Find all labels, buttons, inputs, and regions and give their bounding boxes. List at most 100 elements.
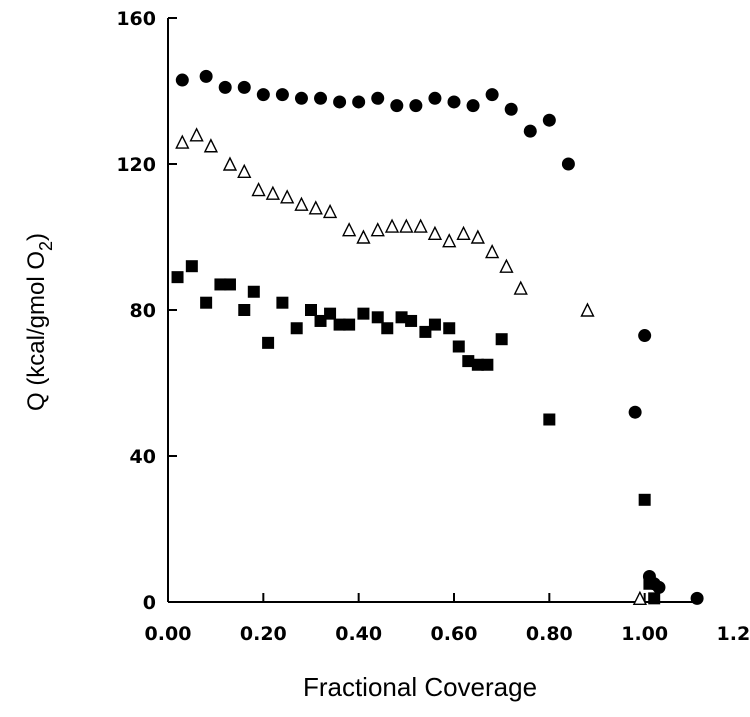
data-point-square bbox=[305, 304, 317, 316]
data-point-triangle bbox=[203, 138, 219, 153]
data-point-triangle bbox=[342, 222, 357, 237]
data-point-triangle bbox=[399, 218, 414, 233]
data-point-square bbox=[200, 296, 213, 309]
data-point-circle bbox=[371, 91, 385, 105]
data-point-circle bbox=[561, 157, 575, 171]
data-point-triangle bbox=[580, 302, 595, 317]
data-point-circle bbox=[237, 80, 251, 94]
data-point-square bbox=[395, 311, 408, 324]
data-point-square bbox=[543, 413, 556, 426]
x-tick-label: 1.20 bbox=[717, 623, 750, 645]
data-point-triangle bbox=[265, 185, 280, 200]
data-point-triangle bbox=[370, 222, 385, 237]
y-tick-label: 160 bbox=[116, 8, 156, 30]
y-tick-label: 120 bbox=[116, 154, 156, 176]
data-point-circle bbox=[175, 73, 189, 87]
data-point-circle bbox=[256, 88, 270, 102]
data-point-square bbox=[185, 260, 198, 273]
data-point-circle bbox=[275, 88, 289, 102]
data-point-square bbox=[648, 592, 661, 605]
data-point-square bbox=[419, 325, 432, 338]
data-point-triangle bbox=[442, 233, 457, 248]
data-point-circle bbox=[638, 329, 652, 343]
data-point-circle bbox=[428, 91, 442, 105]
data-point-square bbox=[333, 318, 346, 331]
data-point-circle bbox=[466, 99, 480, 113]
data-point-triangle bbox=[632, 590, 648, 606]
data-point-circle bbox=[485, 88, 499, 102]
data-point-triangle bbox=[499, 258, 514, 273]
data-point-square bbox=[214, 278, 227, 291]
data-point-circle bbox=[523, 124, 537, 138]
data-point-triangle bbox=[470, 229, 485, 244]
data-point-square bbox=[247, 285, 260, 298]
x-tick-label: 0.00 bbox=[145, 623, 192, 645]
data-point-circle bbox=[409, 99, 423, 113]
data-point-square bbox=[290, 322, 303, 335]
data-point-triangle bbox=[251, 181, 266, 197]
data-point-square bbox=[638, 493, 651, 506]
x-axis-label: Fractional Coverage bbox=[303, 672, 537, 702]
data-point-square bbox=[262, 336, 275, 349]
x-tick-label: 0.80 bbox=[526, 623, 573, 645]
data-point-square bbox=[343, 318, 356, 331]
data-point-square bbox=[381, 322, 394, 335]
data-point-square bbox=[405, 314, 418, 327]
y-tick-label: 0 bbox=[143, 592, 156, 614]
data-point-circle bbox=[628, 405, 642, 419]
data-point-circle bbox=[199, 69, 213, 83]
y-tick-label: 80 bbox=[130, 300, 156, 322]
y-axis-label: Q (kcal/gmol O2) bbox=[23, 233, 56, 411]
x-tick-label: 1.00 bbox=[621, 623, 668, 645]
data-point-circle bbox=[218, 80, 232, 94]
data-point-triangle bbox=[427, 225, 443, 241]
data-point-square bbox=[314, 314, 327, 327]
data-point-square bbox=[452, 340, 465, 353]
data-point-circle bbox=[390, 99, 404, 113]
data-point-square bbox=[643, 577, 656, 590]
x-tick-label: 0.60 bbox=[431, 623, 478, 645]
data-point-triangle bbox=[308, 200, 323, 215]
data-point-circle bbox=[314, 91, 328, 105]
data-point-circle bbox=[294, 91, 308, 105]
data-point-triangle bbox=[322, 203, 338, 219]
data-point-circle bbox=[542, 113, 556, 127]
data-point-triangle bbox=[237, 163, 252, 178]
data-points bbox=[171, 69, 704, 606]
x-tick-label: 0.40 bbox=[335, 623, 382, 645]
ticks: 0.00 0.20 0.40 0.60 0.80 1.00 1.20 0 40 80 120 160 bbox=[116, 8, 750, 645]
data-point-square bbox=[238, 304, 251, 316]
data-point-triangle bbox=[513, 280, 528, 295]
data-point-circle bbox=[652, 580, 666, 594]
data-point-circle bbox=[333, 95, 347, 109]
y-axis-label-close: ) bbox=[23, 233, 50, 241]
data-point-triangle bbox=[384, 218, 400, 233]
data-point-triangle bbox=[189, 127, 204, 142]
data-point-triangle bbox=[456, 225, 471, 241]
data-point-square bbox=[428, 318, 441, 331]
data-point-square bbox=[357, 307, 370, 320]
data-point-triangle bbox=[175, 134, 190, 149]
y-axis-label-main: Q (kcal/gmol O bbox=[23, 251, 50, 411]
data-point-square bbox=[481, 358, 494, 371]
data-point-circle bbox=[504, 102, 518, 116]
data-point-triangle bbox=[413, 218, 428, 233]
data-point-square bbox=[443, 322, 456, 335]
data-point-square bbox=[223, 278, 236, 291]
data-point-square bbox=[371, 311, 384, 324]
data-point-triangle bbox=[294, 196, 309, 211]
y-axis-label-subscript: 2 bbox=[36, 241, 56, 251]
data-point-square bbox=[276, 296, 289, 309]
x-tick-label: 0.20 bbox=[240, 623, 287, 645]
data-point-square bbox=[462, 355, 475, 368]
data-point-triangle bbox=[356, 229, 371, 244]
data-point-triangle bbox=[222, 156, 238, 171]
y-tick-label: 40 bbox=[130, 446, 156, 468]
data-point-square bbox=[171, 271, 184, 284]
data-point-square bbox=[324, 307, 337, 320]
data-point-square bbox=[471, 358, 484, 371]
data-point-square bbox=[495, 333, 508, 346]
data-point-circle bbox=[447, 95, 461, 109]
